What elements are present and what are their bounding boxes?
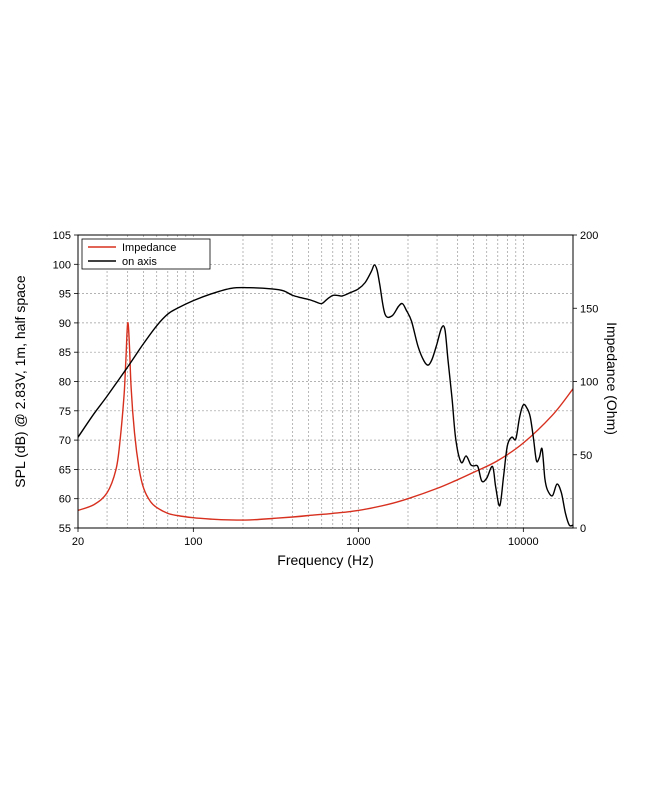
y-tick-label: 90: [59, 318, 71, 330]
x-axis-title: Frequency (Hz): [277, 552, 373, 568]
y2-tick-label: 50: [580, 450, 592, 462]
grid: [78, 235, 573, 528]
x-tick-label: 20: [72, 536, 84, 548]
legend-label-on-axis: on axis: [122, 256, 157, 268]
y-tick-label: 75: [59, 406, 71, 418]
ticks: 20 100 1000 10000 55 60 65 70 75 80 85 90 95 100 105 0 5…: [53, 230, 599, 548]
x-tick-label: 10000: [508, 536, 539, 548]
y2-tick-label: 0: [580, 523, 586, 535]
y-tick-label: 100: [53, 259, 71, 271]
y-tick-label: 80: [59, 377, 71, 389]
x-tick-label: 100: [184, 536, 202, 548]
legend-label-impedance: Impedance: [122, 242, 176, 254]
x-tick-label: 1000: [346, 536, 370, 548]
y-tick-label: 95: [59, 289, 71, 301]
y-tick-label: 55: [59, 523, 71, 535]
legend-box: [81, 238, 211, 270]
y-axis-title: SPL (dB) @ 2.83V, 1m, half space: [12, 275, 28, 488]
y2-tick-label: 200: [580, 230, 598, 242]
y-tick-label: 105: [53, 230, 71, 242]
y-tick-label: 85: [59, 347, 71, 359]
legend: Impedance on axis: [81, 238, 211, 270]
y2-axis-title: Impedance (Ohm): [604, 322, 620, 435]
y2-tick-label: 100: [580, 377, 598, 389]
y2-tick-label: 150: [580, 303, 598, 315]
y-tick-label: 60: [59, 494, 71, 506]
y-tick-label: 65: [59, 464, 71, 476]
series-layer: [77, 264, 574, 527]
series-line-on-axis: [77, 264, 574, 527]
y-tick-label: 70: [59, 435, 71, 447]
